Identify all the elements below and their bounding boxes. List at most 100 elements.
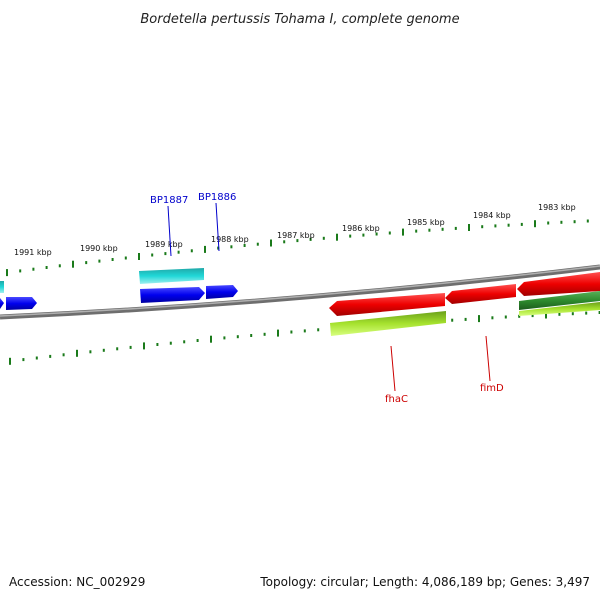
inner-scale-minor-tick [89, 350, 92, 354]
inner-scale-minor-tick [531, 314, 534, 318]
outer-scale-minor-tick [190, 249, 193, 253]
outer-scale-minor-tick [586, 219, 589, 223]
outer-scale-minor-tick [322, 236, 325, 240]
inner-scale-minor-tick [518, 314, 521, 318]
outer-scale-minor-tick [481, 225, 484, 229]
scale-label-1988: 1988 kbp [211, 235, 249, 244]
outer-scale-minor-tick [441, 227, 444, 231]
inner-scale-minor-tick [464, 317, 467, 321]
scale-labels: 1991 kbp 1990 kbp 1989 kbp 1988 kbp 1987… [14, 203, 576, 257]
scale-label-1984: 1984 kbp [473, 211, 511, 220]
gene-label-fhac[interactable]: fhaC [385, 394, 408, 405]
inner-scale-major-tick [76, 349, 78, 357]
leader-bp1886 [215, 202, 220, 252]
inner-scale-minor-tick [169, 341, 172, 345]
gene-arrow-bp1886[interactable] [206, 285, 238, 299]
genome-summary-text: Topology: circular; Length: 4,086,189 bp… [259, 575, 590, 589]
outer-scale-minor-tick [388, 231, 391, 235]
outer-scale-minor-tick [375, 232, 378, 236]
inner-scale-minor-tick [223, 336, 226, 340]
gene-arrow-red-right[interactable] [517, 272, 600, 296]
inner-scale-minor-tick [49, 354, 52, 358]
inner-scale-minor-tick [35, 356, 38, 360]
inner-scale-minor-tick [491, 316, 494, 320]
outer-scale-major-tick [336, 233, 338, 241]
outer-scale-major-tick [72, 260, 74, 268]
outer-scale-minor-tick [164, 252, 167, 256]
scale-label-1985: 1985 kbp [407, 218, 445, 227]
gene-arrow-blue-edge[interactable] [0, 298, 4, 309]
inner-scale-minor-tick [116, 347, 119, 351]
gene-arrow-cyan-edge[interactable] [0, 281, 4, 293]
inner-scale-minor-tick [558, 312, 561, 316]
map-title: Bordetella pertussis Tohama I, complete … [140, 12, 459, 27]
outer-scale-minor-tick [296, 239, 299, 243]
outer-scale-minor-tick [309, 237, 312, 241]
outer-scale-ticks [6, 219, 589, 277]
outer-scale-minor-tick [230, 245, 233, 249]
gene-label-bp1887[interactable]: BP1887 [150, 195, 188, 206]
gene-arrow-lime-right[interactable] [519, 302, 600, 316]
outer-scale-minor-tick [85, 261, 88, 265]
genome-backbone-highlight [0, 265, 600, 317]
gene-label-fimd[interactable]: fimD [480, 383, 504, 394]
outer-scale-minor-tick [243, 244, 246, 247]
genome-backbone [0, 264, 600, 320]
outer-scale-minor-tick [124, 256, 127, 260]
outer-scale-minor-tick [45, 266, 48, 269]
inner-scale-minor-tick [504, 315, 507, 319]
inner-scale-minor-tick [585, 311, 588, 315]
forward-strand-features [0, 268, 600, 336]
outer-scale-minor-tick [32, 267, 35, 271]
scale-label-1986: 1986 kbp [342, 224, 380, 233]
gene-label-bp1886[interactable]: BP1886 [198, 192, 236, 203]
inner-scale-minor-tick [156, 343, 159, 346]
accession-text: Accession: NC_002929 [9, 575, 145, 589]
outer-scale-major-tick [138, 253, 140, 260]
gene-arrow-dkgreen-right[interactable] [519, 291, 600, 310]
inner-scale-minor-tick [196, 339, 199, 342]
inner-scale-minor-tick [183, 340, 186, 344]
gene-arrow-fhac[interactable] [329, 293, 445, 316]
scale-label-1983: 1983 kbp [538, 203, 576, 212]
scale-label-1989: 1989 kbp [145, 240, 183, 249]
outer-scale-minor-tick [415, 229, 418, 233]
inner-scale-minor-tick [22, 358, 25, 362]
outer-scale-minor-tick [507, 223, 510, 227]
outer-scale-minor-tick [494, 224, 497, 228]
outer-scale-minor-tick [428, 228, 431, 232]
inner-scale-ticks [9, 311, 600, 365]
gene-labels: BP1887 BP1886 fhaC fimD [150, 192, 504, 405]
gene-arrow-bp1887[interactable] [140, 287, 205, 303]
gene-arrow-blue-left[interactable] [6, 297, 37, 310]
outer-scale-minor-tick [454, 226, 457, 230]
inner-scale-minor-tick [303, 329, 306, 333]
outer-scale-minor-tick [283, 240, 286, 244]
inner-scale-major-tick [277, 329, 279, 337]
outer-scale-minor-tick [58, 264, 61, 268]
inner-scale-minor-tick [263, 332, 266, 336]
gene-arrow-lime-fhac[interactable] [330, 311, 446, 336]
inner-scale-minor-tick [250, 334, 253, 337]
inner-scale-major-tick [210, 335, 212, 343]
outer-scale-minor-tick [256, 242, 259, 246]
inner-scale-minor-tick [571, 312, 574, 316]
inner-scale-minor-tick [317, 328, 320, 332]
inner-scale-major-tick [143, 342, 145, 350]
leader-fhac [390, 345, 396, 392]
inner-scale-minor-tick [236, 335, 239, 339]
gene-arrow-bp1887-cyan[interactable] [139, 268, 204, 284]
outer-scale-major-tick [270, 239, 272, 247]
inner-scale-major-tick [478, 315, 480, 323]
outer-scale-major-tick [468, 224, 470, 231]
inner-scale-minor-tick [102, 348, 105, 352]
outer-scale-minor-tick [177, 250, 180, 254]
inner-scale-minor-tick [129, 345, 132, 349]
leader-bp1887 [167, 205, 172, 257]
outer-scale-minor-tick [151, 253, 154, 257]
outer-scale-minor-tick [547, 221, 550, 225]
outer-scale-major-tick [402, 228, 404, 236]
gene-arrow-fimd[interactable] [445, 284, 516, 304]
inner-scale-minor-tick [598, 311, 600, 314]
leader-fimd [485, 335, 491, 382]
